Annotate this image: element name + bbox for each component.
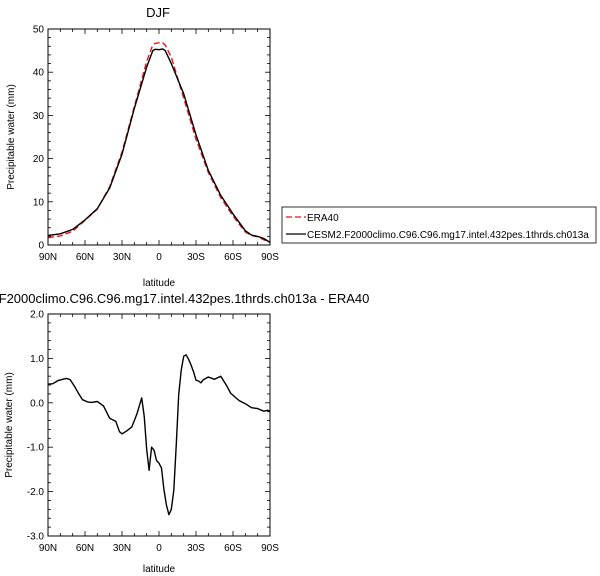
legend: ERA40 CESM2.F2000climo.C96.C96.mg17.inte… xyxy=(281,206,597,244)
bottom-y-tick-label: 2.0 xyxy=(30,310,44,321)
legend-label-cesm2: CESM2.F2000climo.C96.C96.mg17.intel.432p… xyxy=(307,230,589,241)
bottom-x-tick-label: 0 xyxy=(156,543,162,554)
bottom-x-axis-label: latitude xyxy=(143,564,176,575)
top-x-tick-label: 0 xyxy=(156,252,162,263)
bottom-series-line-0 xyxy=(47,354,271,516)
bottom-y-axis-label: Precipitable water (mm) xyxy=(4,372,15,478)
top-x-tick-label: 30S xyxy=(187,252,205,263)
top-y-tick-label: 10 xyxy=(33,197,45,208)
bottom-y-tick-label: 1.0 xyxy=(30,354,44,365)
top-chart-title: DJF xyxy=(146,5,170,20)
bottom-plot-frame xyxy=(47,313,271,537)
top-x-tick-label: 60N xyxy=(76,252,94,263)
bottom-x-tick-label: 60N xyxy=(76,543,94,554)
top-y-tick-label: 20 xyxy=(33,154,45,165)
top-y-tick-label: 0 xyxy=(38,241,44,252)
bottom-y-tick-label: 0.0 xyxy=(30,398,44,409)
top-plot-frame xyxy=(47,28,271,246)
bottom-x-tick-label: 30N xyxy=(113,543,131,554)
top-x-tick-label: 90N xyxy=(39,252,57,263)
top-y-tick-label: 50 xyxy=(33,25,45,36)
panel-top: DJF 90N 60N 30N 0 30S 60S 90S 0 10 20 30 40 50 latit… xyxy=(6,5,279,289)
legend-label-era40: ERA40 xyxy=(307,213,339,224)
bottom-y-tick-label: -2.0 xyxy=(27,487,45,498)
top-x-tick-label: 30N xyxy=(113,252,131,263)
top-series-line-0 xyxy=(47,42,271,243)
top-y-axis-label: Precipitable water (mm) xyxy=(6,84,17,190)
bottom-x-tick-label: 90N xyxy=(39,543,57,554)
bottom-y-tick-label: -3.0 xyxy=(27,532,45,543)
top-x-tick-label: 90S xyxy=(261,252,279,263)
top-x-axis-label: latitude xyxy=(143,278,176,289)
panel-bottom: F2000climo.C96.C96.mg17.intel.432pes.1th… xyxy=(0,291,369,575)
bottom-y-tick-label: -1.0 xyxy=(27,443,45,454)
legend-box xyxy=(281,206,597,244)
bottom-x-tick-label: 90S xyxy=(261,543,279,554)
top-y-tick-label: 30 xyxy=(33,111,45,122)
bottom-x-tick-label: 30S xyxy=(187,543,205,554)
bottom-chart-title: F2000climo.C96.C96.mg17.intel.432pes.1th… xyxy=(0,291,369,306)
bottom-x-tick-label: 60S xyxy=(224,543,242,554)
top-x-tick-label: 60S xyxy=(224,252,242,263)
top-series-line-1 xyxy=(47,48,271,243)
top-y-tick-label: 40 xyxy=(33,68,45,79)
